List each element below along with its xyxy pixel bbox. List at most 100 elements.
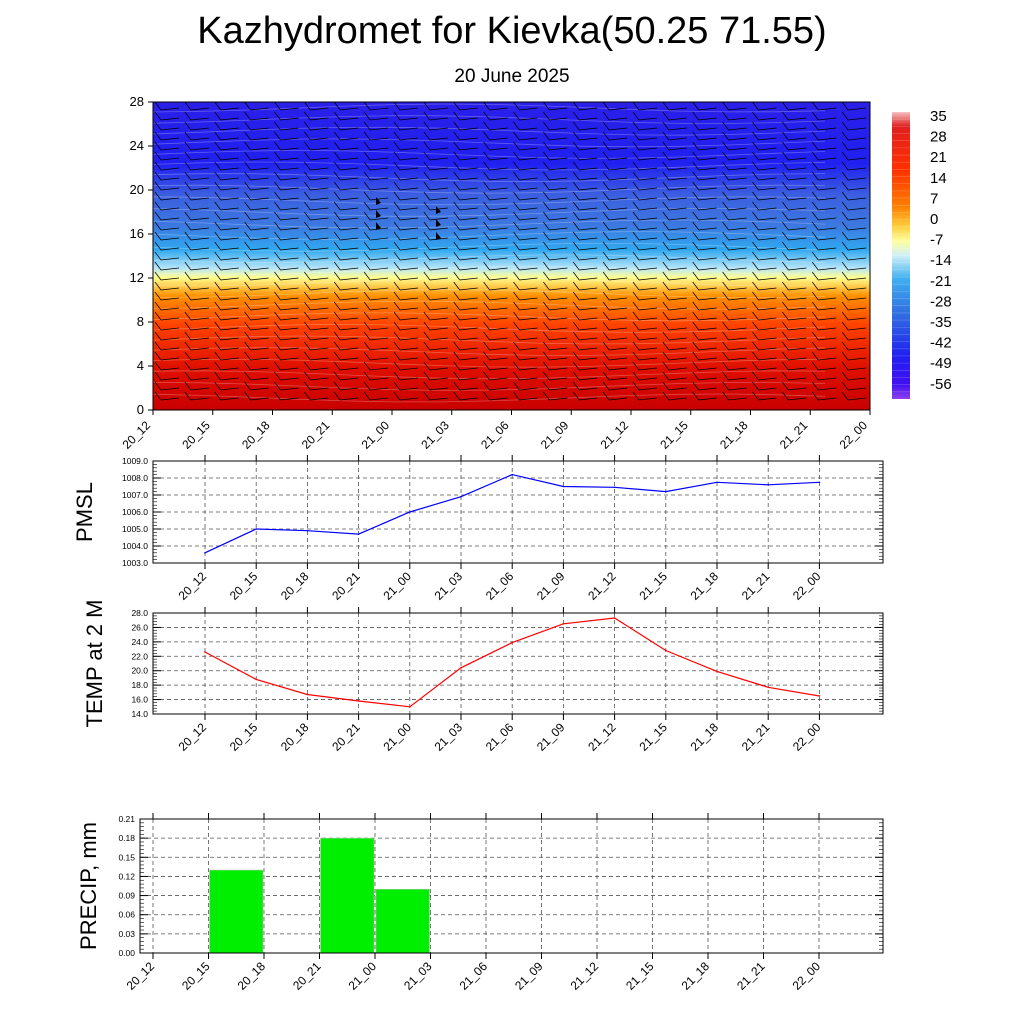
wind-barb: [154, 201, 180, 211]
wind-barb: [274, 351, 299, 361]
wind-barb: [572, 121, 598, 131]
x-tick-label: 22_00: [790, 959, 824, 993]
wind-barb: [304, 231, 329, 241]
wind-barb: [722, 171, 747, 181]
wind-barb: [752, 311, 777, 321]
wind-barb: [184, 331, 209, 341]
wind-barb: [483, 191, 508, 201]
wind-barb: [483, 391, 508, 401]
wind-barb: [453, 221, 478, 231]
wind-barb: [602, 191, 628, 201]
contour-line: [152, 265, 826, 275]
wind-barb: [184, 261, 209, 271]
wind-barb: [184, 191, 209, 201]
wind-barb: [841, 361, 867, 371]
wind-barb: [662, 201, 687, 211]
wind-barb: [513, 381, 538, 391]
data-point: [255, 678, 257, 681]
wind-barb: [393, 161, 419, 171]
wind-barb: [423, 241, 448, 251]
wind-barb: [543, 361, 568, 371]
wind-barb: [692, 331, 717, 341]
wind-barb: [513, 231, 538, 241]
wind-barb: [304, 321, 329, 331]
wind-barb: [214, 371, 239, 381]
wind-barb: [393, 251, 419, 261]
wind-barb: [423, 331, 448, 341]
contour-line: [152, 103, 826, 113]
data-point: [767, 686, 769, 689]
wind-barb: [214, 281, 239, 291]
contour-line: [152, 149, 826, 159]
x-tick-label: 21_03: [432, 720, 466, 754]
data-point: [306, 529, 309, 532]
wind-barb: [811, 251, 837, 261]
wind-barb: [632, 121, 658, 131]
x-tick-label: 21_21: [734, 959, 768, 993]
wind-barb: [632, 261, 658, 271]
wind-barb: [214, 121, 239, 131]
data-point: [255, 528, 257, 530]
wind-barb: [423, 141, 448, 151]
wind-barb: [572, 311, 598, 321]
wind-barb: [543, 351, 568, 361]
y-tick-label: 24: [130, 138, 144, 153]
wind-barb: [543, 231, 568, 241]
wind-barb: [214, 391, 239, 401]
wind-barb: [214, 191, 239, 201]
wind-barb: [453, 261, 478, 271]
wind-barb: [811, 381, 837, 391]
contour-line: [152, 393, 826, 403]
wind-barb: [393, 271, 419, 281]
wind-barb: [752, 391, 777, 401]
wind-barb: [244, 281, 269, 291]
wind-barb: [811, 291, 837, 301]
wind-barb: [782, 321, 807, 331]
wind-barb: [811, 181, 837, 191]
y-axis-label: TEMP at 2 M: [82, 600, 107, 728]
wind-barb: [154, 161, 180, 171]
wind-barb: [363, 271, 389, 281]
wind-barb: [752, 121, 777, 131]
y-tick-label: 1004.0: [122, 541, 148, 551]
wind-barb: [752, 261, 777, 271]
wind-barb: [632, 141, 658, 151]
wind-barb: [154, 111, 180, 121]
wind-barb: [244, 301, 269, 311]
wind-barb: [154, 311, 180, 321]
wind-barb: [811, 101, 837, 111]
wind-barb: [722, 331, 747, 341]
data-point: [511, 473, 513, 476]
x-tick-label: 20_15: [227, 720, 261, 754]
wind-barb: [214, 151, 239, 161]
wind-barb: [304, 201, 329, 211]
wind-barb: [363, 281, 389, 291]
wind-barb: [423, 221, 448, 231]
wind-barb: [274, 381, 299, 391]
wind-barb: [333, 241, 359, 251]
wind-barb: [752, 161, 777, 171]
wind-barb: [543, 141, 568, 151]
page-subtitle: 20 June 2025: [454, 66, 570, 87]
y-tick-label: 1003.0: [122, 558, 148, 568]
wind-barb: [274, 291, 299, 301]
wind-barb: [483, 231, 508, 241]
wind-flag: [376, 197, 381, 205]
wind-barb: [274, 371, 299, 381]
wind-barb: [692, 241, 717, 251]
wind-barb: [423, 261, 448, 271]
wind-barb: [722, 101, 747, 111]
colorbar-label: 28: [930, 129, 947, 146]
wind-barb: [782, 191, 807, 201]
y-tick-label: 16: [130, 226, 144, 241]
wind-barb: [662, 211, 687, 221]
wind-barb: [304, 371, 329, 381]
y-tick-label: 1007.0: [122, 490, 148, 500]
wind-barb: [632, 151, 658, 161]
wind-barb: [752, 191, 777, 201]
wind-barb: [184, 211, 209, 221]
wind-barb: [184, 231, 209, 241]
wind-barb: [304, 341, 329, 351]
wind-barb: [214, 331, 239, 341]
data-point: [818, 481, 821, 484]
